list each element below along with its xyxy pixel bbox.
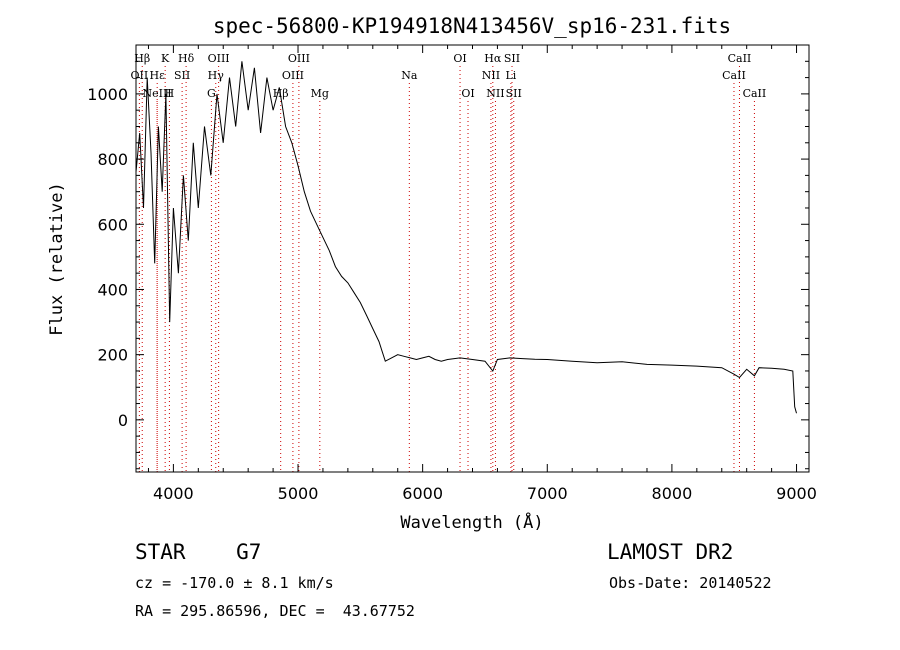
- spectral-line-label: SII: [174, 69, 190, 82]
- x-tick-label: 9000: [776, 484, 817, 503]
- y-tick-label: 1000: [87, 85, 128, 104]
- spectral-line-label: Hα: [484, 52, 502, 65]
- spectral-line-label: H: [165, 87, 175, 100]
- spectral-line-label: OIII: [282, 69, 304, 82]
- spectral-line-label: OIII: [288, 52, 310, 65]
- spectral-line-markers: [138, 66, 755, 472]
- spectral-line-label: Li: [505, 69, 516, 82]
- x-tick-label: 7000: [527, 484, 568, 503]
- y-tick-label: 400: [97, 280, 128, 299]
- spectral-line-label: OIII: [208, 52, 230, 65]
- x-tick-label: 5000: [278, 484, 319, 503]
- spectrum-series: [135, 61, 797, 414]
- spectral-line-label: G: [207, 87, 216, 100]
- y-tick-label: 800: [97, 150, 128, 169]
- y-tick-label: 0: [118, 411, 128, 430]
- spectral-line-label: NII: [486, 87, 504, 100]
- y-tick-label: 600: [97, 215, 128, 234]
- spectral-line-label: SII: [506, 87, 522, 100]
- y-axis-label: Flux (relative): [47, 182, 67, 336]
- x-tick-label: 6000: [402, 484, 443, 503]
- spectral-line-label: Na: [401, 69, 418, 82]
- spectral-line-label: CaII: [728, 52, 752, 65]
- spectral-line-label: CaII: [722, 69, 746, 82]
- redshift-label: cz = -170.0 ± 8.1 km/s: [135, 574, 334, 592]
- spectral-line-label: Hγ: [208, 69, 225, 82]
- survey-label: LAMOST DR2: [607, 540, 734, 564]
- y-axis: 0 200 400 600 800 1000: [87, 44, 809, 470]
- spectral-line-label: NeIII: [142, 87, 171, 100]
- spectral-line-label: Hε: [150, 69, 166, 82]
- spectral-line-label: OII: [131, 69, 149, 82]
- spectral-line-label: NII: [482, 69, 500, 82]
- spectral-line-label: OI: [453, 52, 466, 65]
- x-axis: 4000 5000 6000 7000 8000 9000: [147, 45, 817, 503]
- spectral-line-label: Hβ: [134, 52, 150, 65]
- coordinates-label: RA = 295.86596, DEC = 43.67752: [135, 602, 415, 620]
- chart-title: spec-56800-KP194918N413456V_sp16-231.fit…: [213, 14, 731, 38]
- object-class-label: STAR G7: [135, 540, 262, 564]
- spectral-line-label: OI: [461, 87, 474, 100]
- spectral-line-label: K: [161, 52, 170, 65]
- x-tick-label: 4000: [153, 484, 194, 503]
- spectral-line-label: Mg: [311, 87, 329, 100]
- obs-date-label: Obs-Date: 20140522: [609, 574, 772, 592]
- x-axis-label: Wavelength (Å): [400, 511, 543, 533]
- spectrum-line: [135, 61, 797, 414]
- spectral-line-label: CaII: [743, 87, 767, 100]
- x-tick-label: 8000: [652, 484, 693, 503]
- spectral-line-label: Hδ: [178, 52, 195, 65]
- y-tick-label: 200: [97, 346, 128, 365]
- spectral-line-label: SII: [504, 52, 520, 65]
